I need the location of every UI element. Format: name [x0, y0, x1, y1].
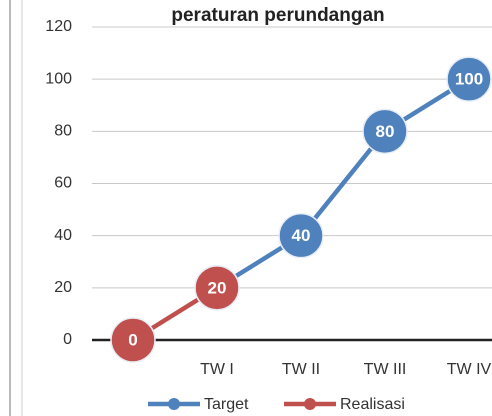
- data-point: [194, 265, 240, 311]
- data-label: 80: [376, 122, 395, 141]
- y-tick-label: 80: [54, 123, 72, 140]
- data-label: 100: [455, 70, 483, 89]
- data-point: [110, 317, 156, 363]
- data-label: 20: [208, 278, 227, 297]
- y-tick-label: 100: [45, 70, 72, 87]
- chart-title: peraturan perundangan: [171, 5, 384, 26]
- data-point: [362, 108, 408, 155]
- x-tick-label: TW III: [364, 361, 407, 378]
- x-tick-label: TW II: [282, 361, 320, 378]
- x-tick-label: TW IV: [447, 361, 492, 378]
- data-label: 0: [128, 330, 137, 349]
- y-tick-label: 120: [45, 18, 72, 35]
- series-line: [215, 77, 471, 290]
- legend-label: Target: [204, 396, 249, 413]
- x-tick-label: TW I: [200, 361, 234, 378]
- data-label: 40: [292, 226, 311, 245]
- legend-marker: [304, 398, 316, 410]
- data-point: [446, 56, 492, 102]
- y-tick-label: 0: [63, 331, 72, 348]
- y-tick-label: 40: [54, 227, 72, 244]
- legend-marker: [168, 398, 180, 410]
- legend-label: Realisasi: [340, 396, 405, 413]
- y-tick-label: 60: [54, 175, 72, 192]
- data-point: [278, 212, 324, 259]
- y-tick-label: 20: [54, 279, 72, 296]
